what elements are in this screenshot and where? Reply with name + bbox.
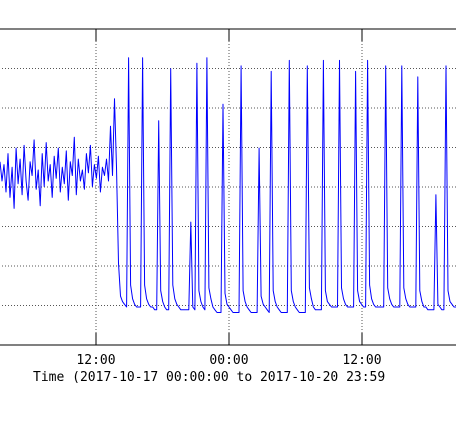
plot-area-frame <box>0 28 456 346</box>
x-tick-label: 00:00 <box>209 353 248 368</box>
x-tick-label: 12:00 <box>76 353 115 368</box>
x-axis-title: Time (2017-10-17 00:00:00 to 2017-10-20 … <box>33 370 385 385</box>
x-tick-label: 12:00 <box>342 353 381 368</box>
x-tick-marks <box>95 29 363 345</box>
x-tick-labels: 12:00 00:00 12:00 <box>76 353 381 368</box>
series-line <box>0 57 456 313</box>
y-gridlines <box>0 68 456 306</box>
